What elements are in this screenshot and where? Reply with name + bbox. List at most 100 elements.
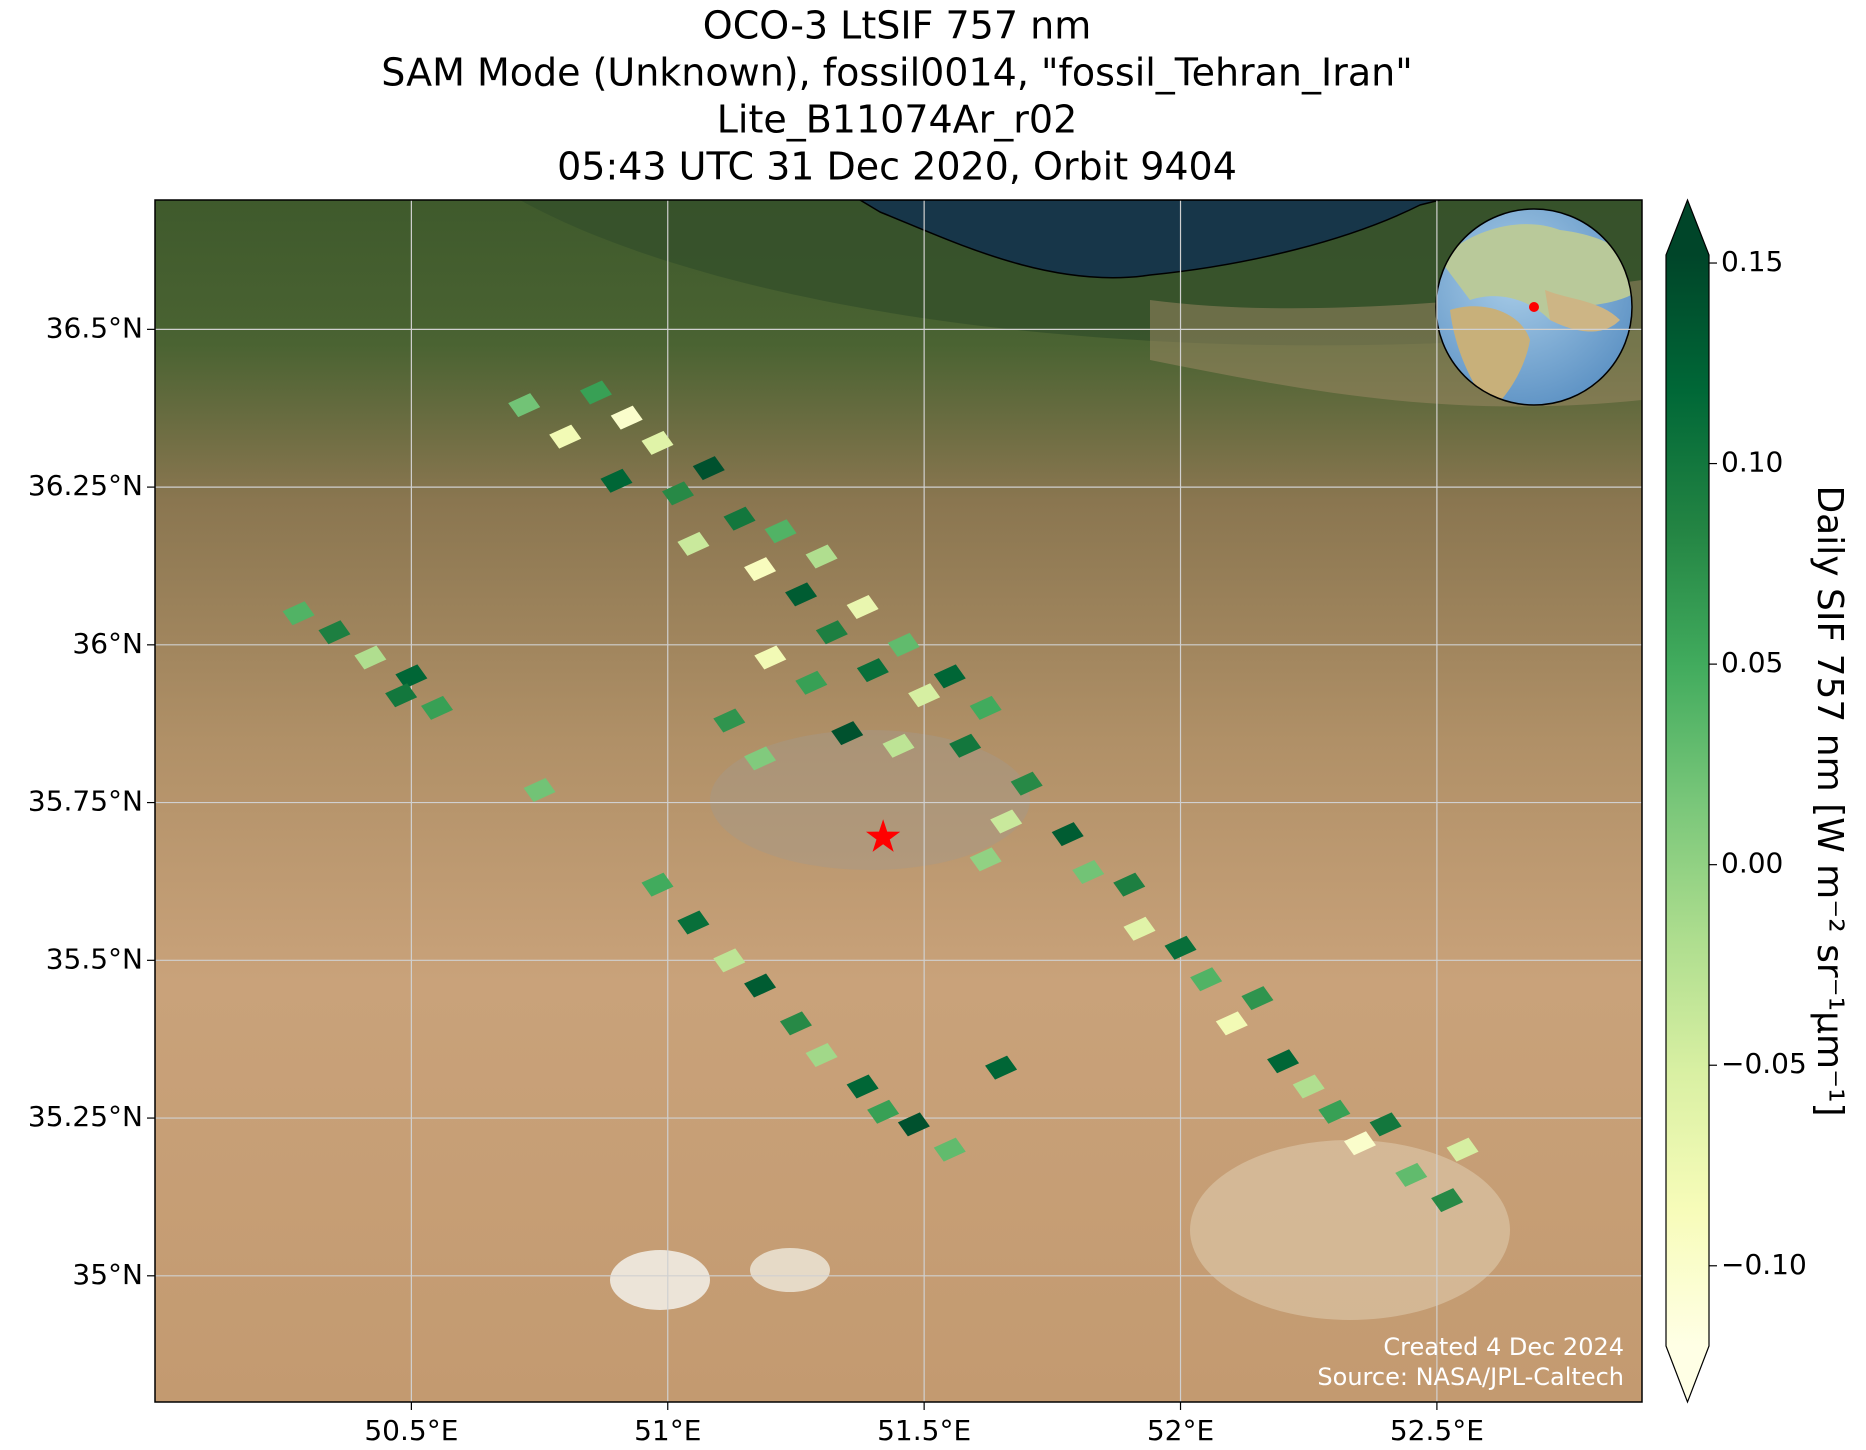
sif-footprint (1072, 859, 1105, 884)
sif-footprint (677, 531, 710, 556)
sif-footprint (1051, 822, 1084, 847)
basemap (155, 200, 1642, 1402)
sif-footprint (523, 777, 556, 802)
sif-footprint (713, 708, 746, 733)
sif-footprint (579, 380, 612, 405)
sif-footprint (1113, 872, 1146, 897)
sif-footprint (764, 519, 797, 544)
sif-footprint (897, 1112, 930, 1137)
y-tick-label: 36.5°N (46, 311, 143, 344)
sif-footprint (1215, 1011, 1248, 1036)
sif-footprint (856, 658, 889, 683)
sif-footprint (754, 645, 787, 670)
colorbar-extend-min (1666, 1346, 1709, 1402)
sif-footprint (969, 695, 1002, 720)
colorbar-tick-label: 0.10 (1721, 446, 1783, 479)
sif-footprint (1369, 1112, 1402, 1137)
sif-footprint (641, 430, 674, 455)
colorbar-extend-max (1666, 200, 1709, 255)
sif-footprint (744, 746, 777, 771)
sif-footprint (713, 948, 746, 973)
sif-footprint (846, 1074, 879, 1099)
sif-footprint (1190, 967, 1223, 992)
sif-footprint (610, 405, 643, 430)
colorbar-outline (1665, 198, 1710, 1404)
sif-footprint (949, 733, 982, 758)
x-tick-label: 50.5°E (364, 1414, 458, 1447)
colorbar-label: Daily SIF 757 nm [W m⁻² sr⁻¹µm⁻¹] (1809, 485, 1850, 1116)
sif-footprint (805, 1042, 838, 1067)
colorbar-tick-label: −0.10 (1721, 1248, 1807, 1281)
x-tick-label: 52°E (1147, 1414, 1214, 1447)
x-tick-label: 51°E (634, 1414, 701, 1447)
sif-footprint (282, 601, 315, 626)
sif-footprint (985, 1055, 1018, 1080)
sif-footprint (933, 664, 966, 689)
sif-footprint (744, 557, 777, 582)
sif-footprint (1241, 986, 1274, 1011)
sif-footprint (549, 424, 582, 449)
sif-footprint (744, 973, 777, 998)
y-tick-label: 35.25°N (28, 1100, 143, 1133)
y-tick-label: 35°N (72, 1258, 143, 1291)
sif-footprint (385, 683, 418, 708)
sif-footprint (692, 456, 725, 481)
sif-footprint (395, 664, 428, 689)
sif-footprint (1318, 1099, 1351, 1124)
sif-footprint (354, 645, 387, 670)
sif-footprint (1343, 1131, 1376, 1156)
x-tick-label: 51.5°E (877, 1414, 971, 1447)
footer-created: Created 4 Dec 2024 (1383, 1333, 1624, 1361)
y-tick-label: 36.25°N (28, 469, 143, 502)
colorbar-tick-label: 0.05 (1721, 646, 1783, 679)
sif-footprint (795, 670, 828, 695)
map-frame (154, 199, 1643, 1403)
chart-title: Lite_B11074Ar_r02 (717, 98, 1078, 142)
soundings (282, 380, 1479, 1213)
sif-footprint (815, 620, 848, 645)
chart-title: 05:43 UTC 31 Dec 2020, Orbit 9404 (557, 145, 1237, 189)
sif-footprint (641, 872, 674, 897)
sif-footprint (318, 620, 351, 645)
sif-footprint (908, 683, 941, 708)
sif-footprint (785, 582, 818, 607)
sif-footprint (805, 544, 838, 569)
sif-footprint (887, 632, 920, 657)
chart-title: OCO-3 LtSIF 757 nm (703, 4, 1091, 48)
sif-footprint (990, 809, 1023, 834)
sif-footprint (723, 506, 756, 531)
sif-footprint (933, 1137, 966, 1162)
sif-footprint (1446, 1137, 1479, 1162)
sif-footprint (1267, 1049, 1300, 1074)
sif-footprint (421, 695, 454, 720)
grid (155, 200, 1642, 1402)
sif-footprint (1292, 1074, 1325, 1099)
target-star (865, 819, 901, 852)
sif-footprint (779, 1011, 812, 1036)
sif-footprint (1395, 1162, 1428, 1187)
y-tick-label: 36°N (72, 627, 143, 660)
sif-footprint (1123, 916, 1156, 941)
sif-footprint (677, 910, 710, 935)
sif-footprint (508, 393, 541, 418)
sif-footprint (1010, 771, 1043, 796)
colorbar-tick-label: 0.00 (1721, 847, 1783, 880)
sif-footprint (662, 481, 695, 506)
sif-footprint (600, 468, 633, 493)
sif-footprint (1431, 1188, 1464, 1213)
colorbar-tick-label: −0.05 (1721, 1047, 1807, 1080)
y-tick-label: 35.75°N (28, 785, 143, 818)
y-tick-label: 35.5°N (46, 942, 143, 975)
x-tick-label: 52.5°E (1390, 1414, 1484, 1447)
footer-source: Source: NASA/JPL-Caltech (1317, 1363, 1624, 1391)
colorbar-ramp (1666, 255, 1709, 1346)
colorbar-tick-label: 0.15 (1721, 245, 1783, 278)
globe-target (1529, 302, 1539, 312)
sif-footprint (1164, 935, 1197, 960)
colorbar: 0.15 0.10 0.05 0.00 −0.05 −0.10 (1665, 198, 1807, 1404)
sif-footprint (846, 594, 879, 619)
sif-footprint (969, 847, 1002, 872)
